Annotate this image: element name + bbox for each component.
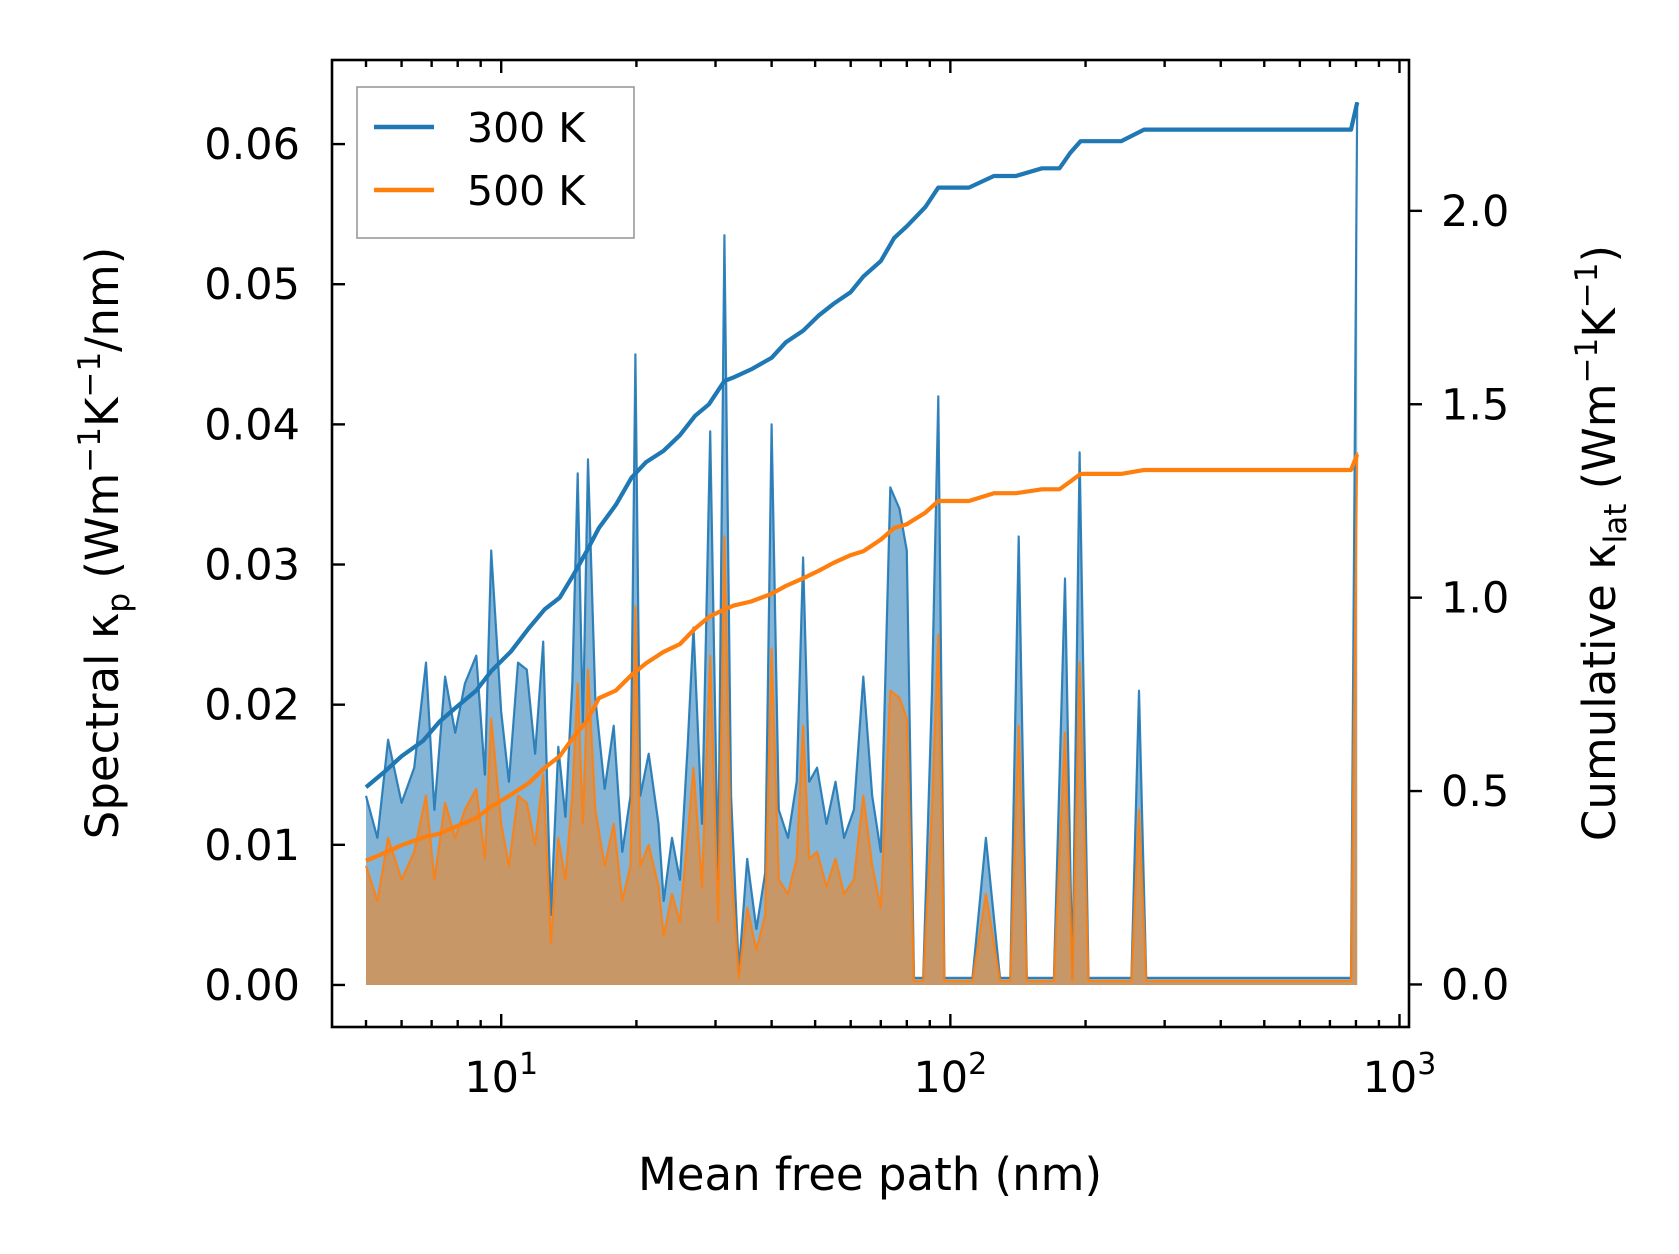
left-y-tick-label-0.03: 0.03: [204, 541, 300, 591]
left-y-tick-label-0.00: 0.00: [204, 961, 300, 1011]
right-y-tick-label-2.0: 2.0: [1441, 187, 1509, 237]
right-y-tick-label-1.5: 1.5: [1441, 380, 1509, 430]
left-y-tick-label-0.04: 0.04: [204, 400, 300, 450]
right-y-tick-label-0.5: 0.5: [1441, 767, 1509, 817]
right-y-tick-label-0.0: 0.0: [1441, 960, 1509, 1010]
left-y-tick-label-0.06: 0.06: [204, 120, 300, 170]
x-tick-label-1000: 103: [1363, 1047, 1437, 1103]
right-y-axis-title: Cumulative κlat (Wm−1K−1): [1569, 245, 1634, 841]
left-y-tick-label-0.05: 0.05: [204, 260, 300, 310]
left-y-axis-title: Spectral κp (Wm−1K−1/nm): [72, 247, 137, 840]
x-tick-label-100: 102: [913, 1047, 987, 1103]
axis-ticks: 101 102 103 0.00 0.01 0.02 0.03 0.04 0.05 0.06 0.0…: [204, 60, 1509, 1103]
x-tick-label-10: 101: [464, 1047, 538, 1103]
x-axis-title: Mean free path (nm): [638, 1148, 1102, 1201]
left-y-tick-label-0.02: 0.02: [204, 681, 300, 731]
plot-frame: [330, 58, 1411, 1029]
left-y-tick-label-0.01: 0.01: [204, 821, 300, 871]
cumulative-line-500k: [365, 453, 1360, 863]
spectral-area-300k: [366, 102, 1358, 985]
plot-area: [364, 101, 1360, 985]
cumulative-line-300k: [364, 102, 1360, 789]
right-y-tick-label-1.0: 1.0: [1441, 574, 1509, 624]
legend-label-300k: 300 K: [467, 104, 586, 152]
spectral-line-300k: [364, 101, 1359, 979]
spectral-line-500k: [364, 452, 1359, 982]
legend: 300 K 500 K: [356, 86, 635, 239]
spectral-area-500k: [366, 452, 1358, 985]
legend-box: [356, 86, 635, 239]
legend-label-500k: 500 K: [467, 167, 586, 215]
